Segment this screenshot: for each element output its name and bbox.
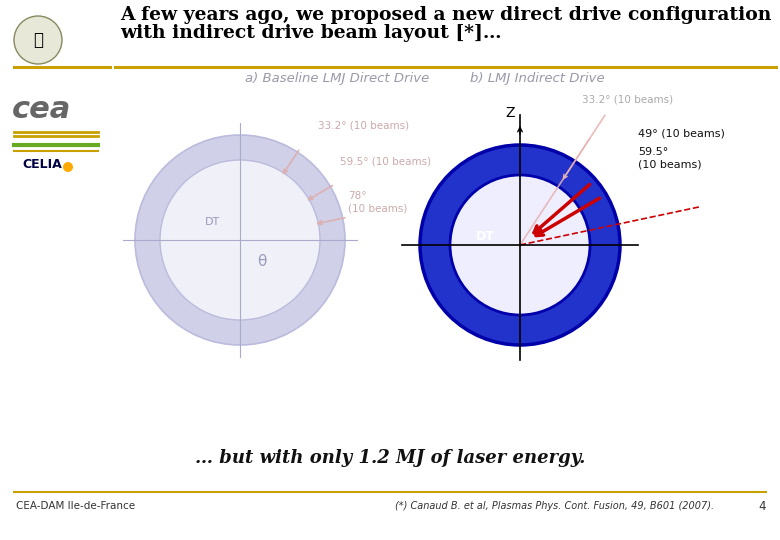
- Text: with indirect drive beam layout [*]…: with indirect drive beam layout [*]…: [120, 24, 502, 42]
- Text: Z: Z: [505, 106, 515, 120]
- Ellipse shape: [420, 145, 620, 345]
- Circle shape: [63, 162, 73, 172]
- Ellipse shape: [450, 175, 590, 315]
- Ellipse shape: [135, 135, 345, 345]
- Text: A few years ago, we proposed a new direct drive configuration: A few years ago, we proposed a new direc…: [120, 6, 771, 24]
- Text: 4: 4: [758, 500, 766, 512]
- Text: a) Baseline LMJ Direct Drive: a) Baseline LMJ Direct Drive: [245, 72, 429, 85]
- Text: (*) Canaud B. et al, Plasmas Phys. Cont. Fusion, 49, B601 (2007).: (*) Canaud B. et al, Plasmas Phys. Cont.…: [395, 501, 714, 511]
- Text: b) LMJ Indirect Drive: b) LMJ Indirect Drive: [470, 72, 604, 85]
- Text: 78°
(10 beams): 78° (10 beams): [348, 191, 407, 213]
- Ellipse shape: [160, 160, 320, 320]
- Text: cea: cea: [12, 96, 72, 125]
- Text: CELIA: CELIA: [22, 159, 62, 172]
- Text: 59.5° (10 beams): 59.5° (10 beams): [340, 157, 431, 167]
- Text: DT: DT: [204, 217, 220, 227]
- Text: 49° (10 beams): 49° (10 beams): [638, 128, 725, 138]
- Circle shape: [14, 16, 62, 64]
- Text: DT: DT: [476, 231, 495, 244]
- Text: 33.2° (10 beams): 33.2° (10 beams): [582, 95, 673, 105]
- Text: θ: θ: [257, 254, 267, 269]
- Text: 59.5°
(10 beams): 59.5° (10 beams): [638, 147, 702, 169]
- Text: CEA-DAM Ile-de-France: CEA-DAM Ile-de-France: [16, 501, 135, 511]
- Text: 33.2° (10 beams): 33.2° (10 beams): [318, 120, 410, 130]
- Text: … but with only 1.2 MJ of laser energy.: … but with only 1.2 MJ of laser energy.: [195, 449, 585, 467]
- Text: 🏛: 🏛: [33, 31, 43, 49]
